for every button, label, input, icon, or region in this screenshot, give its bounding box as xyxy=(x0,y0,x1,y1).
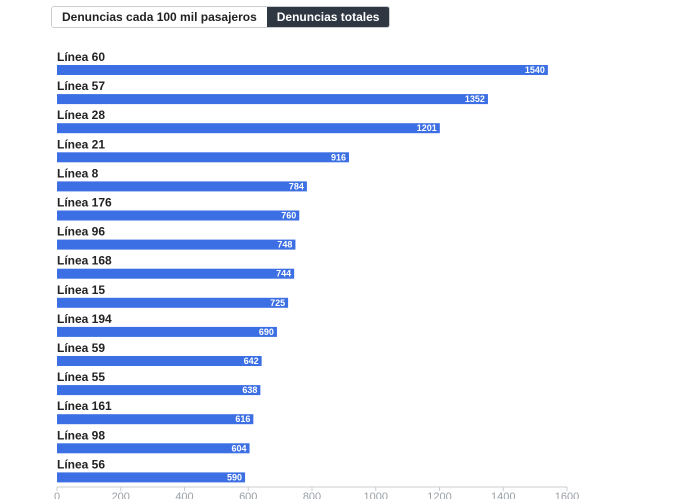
x-tick-label: 600 xyxy=(239,491,257,499)
bar xyxy=(57,123,440,134)
value-label: 748 xyxy=(277,240,292,250)
category-label: Línea 15 xyxy=(57,283,105,297)
value-label: 744 xyxy=(276,269,291,279)
bar xyxy=(57,326,277,337)
x-tick-label: 0 xyxy=(54,491,60,499)
bar xyxy=(57,65,548,75)
bar xyxy=(57,472,246,483)
bar xyxy=(57,152,349,163)
value-label: 1201 xyxy=(417,123,437,133)
bar xyxy=(57,268,295,279)
category-label: Línea 55 xyxy=(57,370,105,384)
category-label: Línea 56 xyxy=(57,457,105,471)
x-tick-label: 800 xyxy=(303,491,321,499)
bar xyxy=(57,414,254,425)
category-label: Línea 60 xyxy=(57,50,105,64)
category-label: Línea 98 xyxy=(57,428,105,442)
x-tick-label: 200 xyxy=(112,491,130,499)
value-label: 784 xyxy=(289,181,304,191)
value-label: 725 xyxy=(270,298,285,308)
category-label: Línea 8 xyxy=(57,166,99,180)
metric-toggle: Denuncias cada 100 mil pasajeros Denunci… xyxy=(51,6,391,28)
value-label: 760 xyxy=(281,211,296,221)
bar xyxy=(57,181,307,192)
category-label: Línea 28 xyxy=(57,108,105,122)
value-label: 642 xyxy=(244,356,259,366)
x-tick-label: 1400 xyxy=(491,491,515,499)
bar xyxy=(57,297,289,308)
value-label: 1540 xyxy=(525,65,545,75)
bar xyxy=(57,94,488,105)
value-label: 638 xyxy=(242,385,257,395)
value-label: 690 xyxy=(259,327,274,337)
category-label: Línea 96 xyxy=(57,225,105,239)
tab-per-100k-passengers[interactable]: Denuncias cada 100 mil pasajeros xyxy=(52,7,267,27)
value-label: 616 xyxy=(235,414,250,424)
category-label: Línea 176 xyxy=(57,196,112,210)
value-label: 604 xyxy=(231,443,246,453)
category-label: Línea 168 xyxy=(57,254,112,268)
category-label: Línea 161 xyxy=(57,399,112,413)
x-tick-label: 400 xyxy=(175,491,193,499)
value-label: 916 xyxy=(331,152,346,162)
x-tick-label: 1000 xyxy=(364,491,388,499)
category-label: Línea 194 xyxy=(57,312,112,326)
bar xyxy=(57,385,261,396)
value-label: 590 xyxy=(227,472,242,482)
x-tick-label: 1600 xyxy=(555,491,579,499)
category-label: Línea 57 xyxy=(57,79,105,93)
x-tick-label: 1200 xyxy=(427,491,451,499)
tab-total-complaints[interactable]: Denuncias totales xyxy=(266,7,390,27)
bar xyxy=(57,443,250,454)
bar xyxy=(57,356,262,366)
value-label: 1352 xyxy=(465,94,485,104)
category-label: Línea 21 xyxy=(57,137,105,151)
bar xyxy=(57,210,300,221)
bar xyxy=(57,239,296,250)
category-label: Línea 59 xyxy=(57,341,105,355)
